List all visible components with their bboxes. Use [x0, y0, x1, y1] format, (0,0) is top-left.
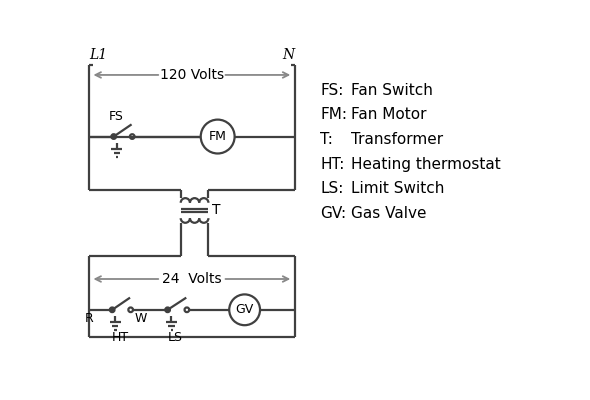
Text: T: T	[212, 204, 221, 218]
Text: W: W	[135, 312, 147, 325]
Text: N: N	[283, 48, 294, 62]
Text: LS: LS	[168, 331, 183, 344]
Circle shape	[110, 308, 114, 312]
Text: 24  Volts: 24 Volts	[162, 272, 222, 286]
Text: Heating thermostat: Heating thermostat	[351, 157, 501, 172]
Text: R: R	[85, 312, 93, 325]
Text: L1: L1	[89, 48, 107, 62]
Text: T:: T:	[320, 132, 333, 147]
Text: 120 Volts: 120 Volts	[160, 68, 224, 82]
Text: FS: FS	[109, 110, 123, 123]
Text: GV:: GV:	[320, 206, 346, 221]
Text: Fan Switch: Fan Switch	[351, 83, 432, 98]
Text: LS:: LS:	[320, 182, 343, 196]
Circle shape	[112, 134, 116, 139]
Text: Transformer: Transformer	[351, 132, 443, 147]
Text: HT:: HT:	[320, 157, 345, 172]
Circle shape	[165, 308, 170, 312]
Text: FM:: FM:	[320, 108, 347, 122]
Text: FS:: FS:	[320, 83, 343, 98]
Text: Gas Valve: Gas Valve	[351, 206, 427, 221]
Text: HT: HT	[112, 331, 129, 344]
Text: GV: GV	[235, 303, 254, 316]
Text: FM: FM	[209, 130, 227, 143]
Text: Limit Switch: Limit Switch	[351, 182, 444, 196]
Text: Fan Motor: Fan Motor	[351, 108, 427, 122]
